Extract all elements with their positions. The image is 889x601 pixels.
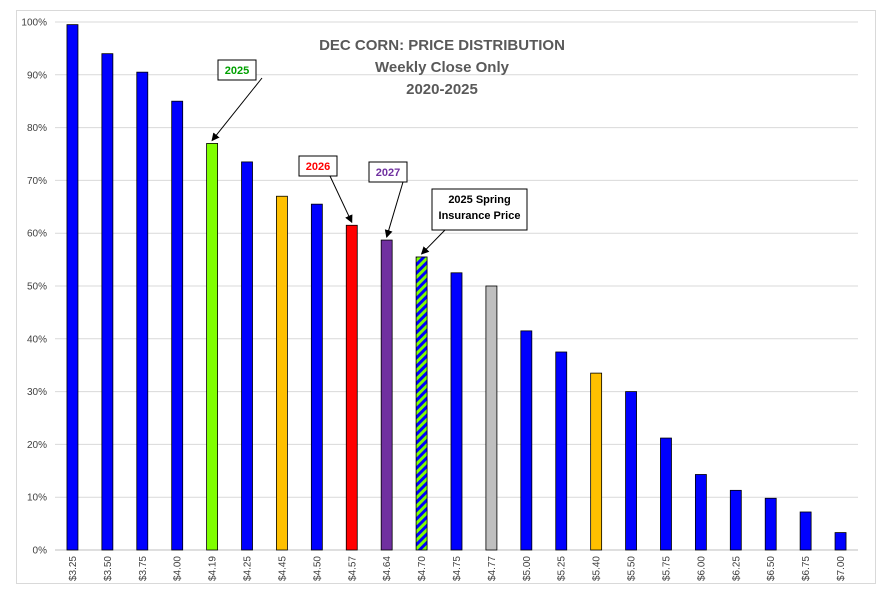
annotation-arrow (329, 175, 353, 224)
y-tick-label: 30% (27, 387, 47, 398)
x-tick-label: $3.75 (138, 556, 149, 581)
x-tick-label: $7.00 (836, 556, 847, 581)
x-tick-label: $4.00 (173, 556, 184, 581)
y-tick-label: 20% (27, 440, 47, 451)
annotation-label: 2025 (225, 65, 249, 77)
y-tick-label: 10% (27, 493, 47, 504)
annotation-arrow (384, 181, 404, 239)
bar[interactable] (834, 532, 847, 551)
bar[interactable] (555, 351, 568, 551)
annotation-label: Insurance Price (439, 210, 521, 222)
x-tick-label: $4.75 (452, 556, 463, 581)
x-tick-label: $4.64 (382, 556, 393, 581)
annotation-box (298, 155, 338, 177)
y-tick-label: 60% (27, 229, 47, 240)
x-tick-label: $4.45 (277, 556, 288, 581)
annotation-arrow (420, 229, 446, 255)
bar[interactable] (66, 24, 79, 551)
bar[interactable] (694, 474, 707, 551)
y-tick-label: 50% (27, 282, 47, 293)
x-tick-label: $5.40 (592, 556, 603, 581)
x-tick-label: $4.57 (347, 556, 358, 581)
annotation-callout: 2025 Spring Insurance Price (420, 188, 528, 255)
bar[interactable] (310, 203, 323, 551)
y-tick-label: 40% (27, 334, 47, 345)
bar[interactable] (660, 437, 672, 551)
annotation-callout: 2027 (368, 161, 408, 239)
bar[interactable] (171, 100, 184, 551)
chart-frame (16, 10, 876, 584)
bar[interactable] (345, 224, 358, 551)
annotation-arrow (211, 77, 263, 142)
x-tick-label: $6.75 (801, 556, 812, 581)
annotation-box (431, 188, 528, 231)
y-tick-label: 70% (27, 176, 47, 187)
bar[interactable] (485, 285, 498, 551)
bar[interactable] (276, 195, 288, 551)
annotation-box (368, 161, 408, 183)
x-tick-label: $6.00 (696, 556, 707, 581)
x-tick-label: $3.25 (68, 556, 79, 581)
x-tick-label: $5.75 (661, 556, 672, 581)
y-tick-label: 90% (27, 70, 47, 81)
bar[interactable] (380, 239, 393, 551)
x-tick-label: $6.25 (731, 556, 742, 581)
annotation-callout: 2026 (298, 155, 353, 224)
bar[interactable] (136, 71, 149, 551)
chart-title-line: Weekly Close Only (375, 59, 510, 76)
x-tick-label: $4.19 (208, 556, 219, 581)
x-tick-label: $6.50 (766, 556, 777, 581)
x-tick-label: $5.00 (522, 556, 533, 581)
x-tick-label: $4.70 (417, 556, 428, 581)
bar[interactable] (764, 497, 777, 551)
x-tick-label: $3.50 (103, 556, 114, 581)
chart-title-line: 2020-2025 (406, 81, 478, 98)
bar[interactable] (590, 372, 603, 551)
x-tick-label: $4.25 (243, 556, 254, 581)
bar[interactable] (415, 256, 428, 551)
x-tick-label: $5.25 (557, 556, 568, 581)
annotation-callout: 2025 (211, 59, 263, 142)
x-tick-label: $4.77 (487, 556, 498, 581)
y-tick-label: 0% (33, 546, 48, 557)
bar[interactable] (206, 143, 219, 551)
bar[interactable] (520, 330, 533, 551)
annotation-label: 2026 (306, 161, 330, 173)
bar[interactable] (625, 391, 637, 551)
x-tick-label: $4.50 (312, 556, 323, 581)
y-tick-label: 100% (21, 18, 47, 29)
annotation-label: 2027 (376, 167, 400, 179)
bar[interactable] (241, 161, 253, 551)
y-tick-label: 80% (27, 123, 47, 134)
chart-title-line: DEC CORN: PRICE DISTRIBUTION (319, 37, 565, 54)
bar[interactable] (101, 53, 114, 551)
bar[interactable] (799, 511, 812, 551)
bar[interactable] (450, 272, 463, 551)
annotation-label: 2025 Spring (448, 194, 510, 206)
x-tick-label: $5.50 (627, 556, 638, 581)
annotation-box (217, 59, 257, 81)
bar[interactable] (729, 489, 742, 551)
